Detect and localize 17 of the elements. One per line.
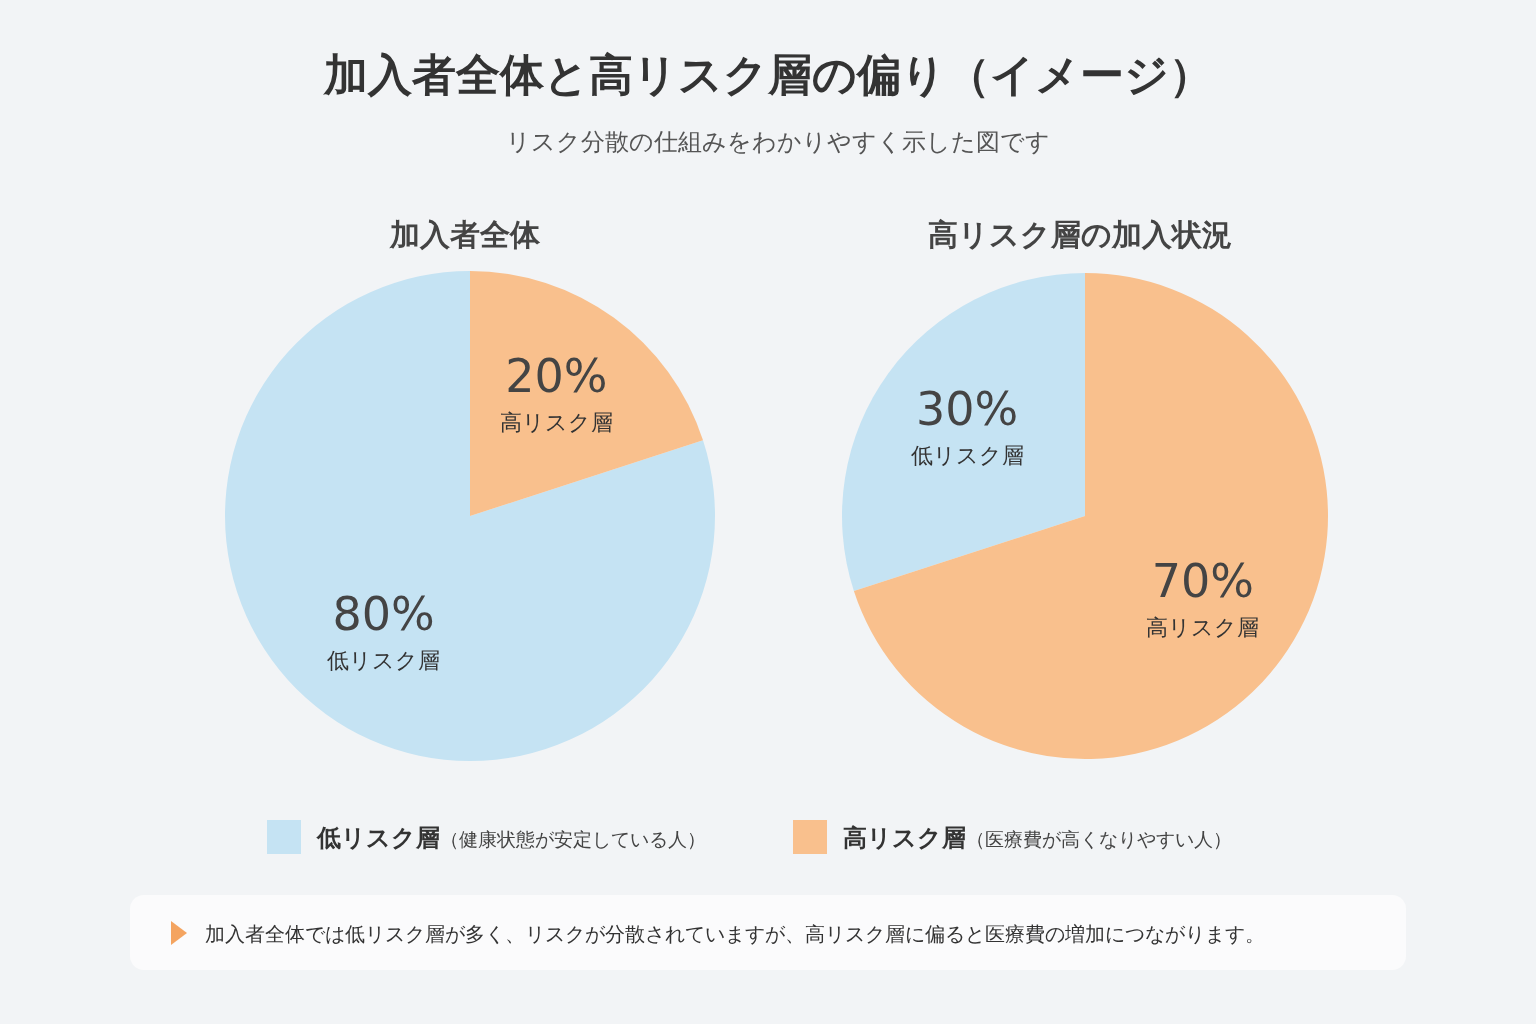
- chart-title: 高リスク層の加入状況: [928, 217, 1232, 252]
- data-label: 80%: [332, 586, 435, 641]
- slice-label: 高リスク層: [499, 410, 613, 436]
- legend-label: 低リスク層: [316, 824, 440, 852]
- text: 加入者全体では低リスク層が多く、リスクが分散されていますが、高リスク層に偏ると医療費の増加につながります。: [205, 922, 1265, 946]
- text: （医療費が高くなりやすい人）: [966, 828, 1232, 850]
- slice-label: 低リスク層: [327, 647, 441, 673]
- slice-label: 高リスク層: [1146, 614, 1260, 640]
- data-label: 20%: [505, 349, 608, 404]
- text: 加入者全体と高リスク層の偏り（イメージ）: [321, 49, 1213, 100]
- legend-label: 高リスク層: [843, 824, 966, 852]
- data-label: 70%: [1151, 553, 1255, 608]
- text: （健康状態が安定している人）: [440, 828, 706, 850]
- chart-title: 加入者全体: [389, 217, 541, 252]
- text: リスク分散の仕組みをわかりやすく示した図です: [506, 128, 1050, 156]
- data-label: 30%: [915, 382, 1019, 437]
- slice-label: 低リスク層: [910, 443, 1024, 469]
